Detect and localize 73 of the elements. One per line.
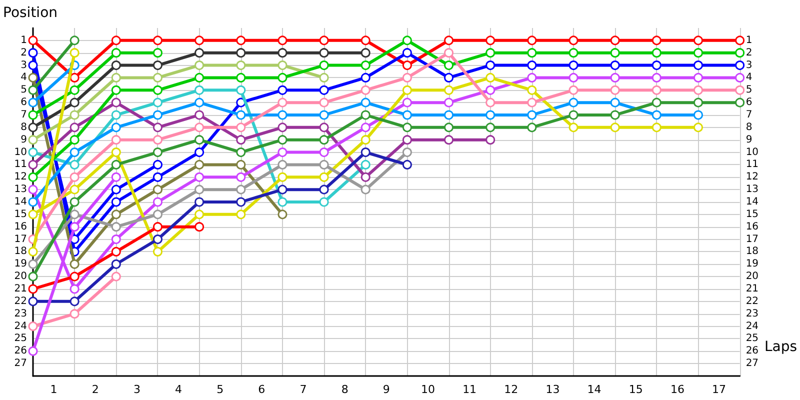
y2-tick-label: 15 bbox=[746, 208, 759, 220]
y2-tick-label: 18 bbox=[746, 246, 759, 258]
x-tick-label: 2 bbox=[92, 383, 99, 396]
y2-tick-label: 23 bbox=[746, 308, 759, 320]
y-tick-label: 20 bbox=[14, 271, 27, 282]
y2-tick-label: 4 bbox=[746, 72, 752, 84]
y2-tick-label: 3 bbox=[746, 60, 752, 71]
y2-tick-label: 13 bbox=[746, 184, 759, 196]
y-tick-label: 26 bbox=[14, 346, 27, 357]
x-tick-label: 1 bbox=[50, 383, 58, 396]
x-tick-label: 14 bbox=[587, 383, 602, 396]
y-tick-label: 21 bbox=[14, 284, 27, 294]
x-tick-label: 12 bbox=[504, 383, 518, 396]
y-tick-label: 16 bbox=[14, 221, 27, 232]
x-tick-label: 11 bbox=[462, 383, 477, 396]
y-tick-label: 27 bbox=[14, 358, 27, 370]
y2-tick-label: 6 bbox=[746, 97, 752, 108]
y2-tick-label: 2 bbox=[746, 47, 752, 58]
y-tick-label: 4 bbox=[20, 72, 27, 84]
x-tick-label: 8 bbox=[341, 383, 348, 396]
y-tick-label: 1 bbox=[20, 34, 27, 46]
x-tick-label: 10 bbox=[420, 383, 435, 396]
y-tick-label: 10 bbox=[14, 146, 27, 158]
x-tick-label: 3 bbox=[133, 383, 140, 396]
y2-tick-label: 7 bbox=[746, 110, 752, 120]
y-tick-label: 22 bbox=[14, 296, 27, 307]
y2-tick-label: 22 bbox=[746, 296, 759, 307]
y2-tick-label: 20 bbox=[746, 271, 759, 282]
x-axis-title: Laps bbox=[764, 339, 798, 355]
y2-tick-label: 17 bbox=[746, 234, 759, 245]
y2-tick-label: 10 bbox=[746, 146, 759, 158]
y-tick-label: 19 bbox=[14, 258, 27, 270]
x-tick-label: 4 bbox=[175, 383, 182, 396]
y-tick-label: 9 bbox=[20, 134, 27, 146]
y2-tick-label: 8 bbox=[746, 122, 752, 133]
y2-tick-label: 12 bbox=[746, 172, 759, 183]
y2-tick-label: 1 bbox=[746, 34, 752, 46]
y-tick-label: 25 bbox=[14, 333, 27, 344]
y-tick-label: 3 bbox=[20, 60, 27, 71]
y2-tick-label: 24 bbox=[746, 320, 759, 332]
x-tick-label: 9 bbox=[382, 383, 390, 396]
y2-tick-label: 5 bbox=[746, 84, 752, 96]
y2-tick-label: 19 bbox=[746, 258, 759, 270]
y-axis-title: Position bbox=[3, 5, 58, 21]
y-tick-label: 17 bbox=[14, 234, 27, 245]
y2-tick-label: 26 bbox=[746, 346, 759, 357]
y-tick-label: 23 bbox=[14, 308, 27, 320]
x-tick-label: 16 bbox=[670, 383, 684, 396]
x-tick-label: 5 bbox=[216, 383, 224, 396]
y2-tick-label: 21 bbox=[746, 284, 759, 294]
x-tick-label: 15 bbox=[628, 383, 643, 396]
y2-tick-label: 16 bbox=[746, 221, 759, 232]
y2-tick-label: 11 bbox=[746, 159, 759, 170]
y-tick-label: 6 bbox=[20, 97, 27, 108]
y-tick-label: 24 bbox=[14, 320, 27, 332]
y-tick-label: 8 bbox=[20, 122, 27, 133]
y-tick-label: 14 bbox=[14, 196, 27, 208]
x-tick-label: 7 bbox=[300, 383, 307, 396]
y2-tick-label: 27 bbox=[746, 358, 759, 370]
x-tick-label: 17 bbox=[712, 383, 726, 396]
y-tick-label: 5 bbox=[20, 84, 27, 96]
y2-tick-label: 14 bbox=[746, 196, 759, 208]
y-tick-label: 2 bbox=[20, 47, 27, 58]
y2-tick-label: 25 bbox=[746, 333, 759, 344]
y-tick-label: 18 bbox=[14, 246, 27, 258]
y-tick-label: 7 bbox=[20, 110, 27, 120]
x-tick-label: 13 bbox=[546, 383, 560, 396]
y-tick-label: 15 bbox=[14, 208, 27, 220]
y-tick-label: 11 bbox=[14, 159, 27, 170]
x-tick-label: 6 bbox=[258, 383, 266, 396]
y2-tick-label: 9 bbox=[746, 134, 752, 146]
y-tick-label: 12 bbox=[14, 172, 27, 183]
y-tick-label: 13 bbox=[14, 184, 27, 196]
